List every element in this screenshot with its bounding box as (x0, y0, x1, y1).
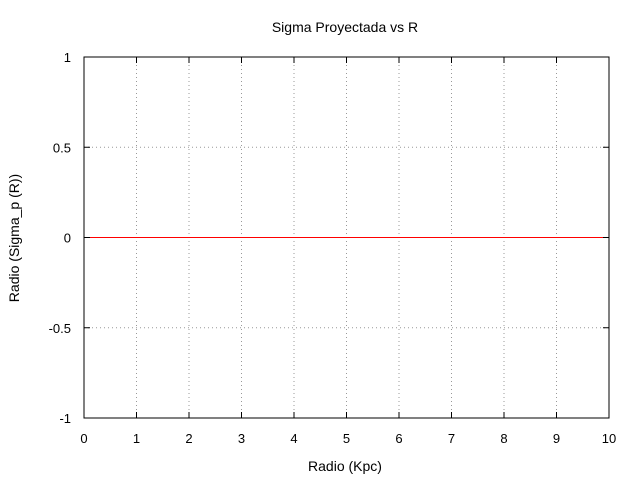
x-tick-label: 7 (448, 431, 455, 446)
x-axis-label: Radio (Kpc) (308, 458, 382, 474)
ticks: 0 1 2 3 4 5 6 7 8 9 10 1 0.5 0 -0.5 -1 (49, 50, 617, 446)
x-tick-label: 6 (395, 431, 402, 446)
y-tick-label: 1 (64, 50, 71, 65)
x-tick-label: 5 (343, 431, 350, 446)
x-tick-label: 10 (602, 431, 616, 446)
x-tick-label: 8 (500, 431, 507, 446)
x-tick-label: 4 (290, 431, 297, 446)
chart-title: Sigma Proyectada vs R (272, 19, 418, 35)
y-tick-label: -0.5 (49, 321, 71, 336)
x-tick-label: 1 (133, 431, 140, 446)
x-tick-label: 2 (185, 431, 192, 446)
y-tick-label: -1 (59, 411, 71, 426)
x-tick-label: 9 (553, 431, 560, 446)
y-tick-label: 0 (64, 231, 71, 246)
x-tick-label: 3 (238, 431, 245, 446)
y-axis-label: Radio (Sigma_p (R)) (6, 174, 22, 302)
y-tick-label: 0.5 (53, 140, 71, 155)
x-tick-label: 0 (80, 431, 87, 446)
